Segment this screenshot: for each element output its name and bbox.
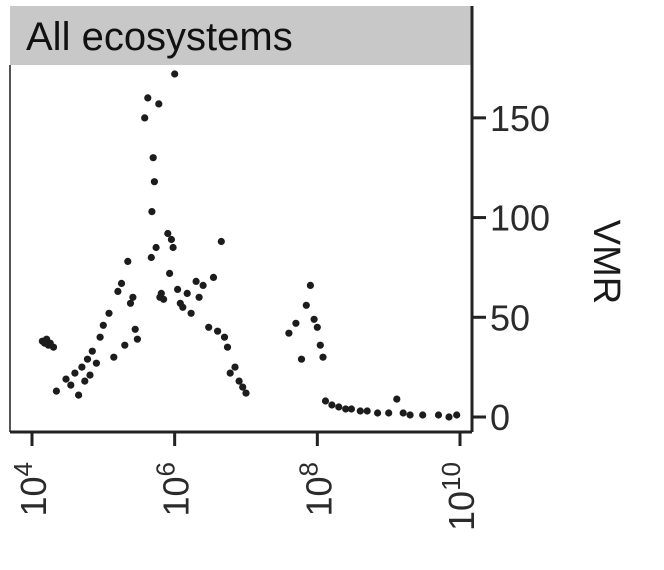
x-tick-label: 108 [293, 462, 339, 517]
data-point [150, 178, 158, 186]
y-axis-title: VMR [585, 220, 627, 304]
data-point [321, 397, 330, 405]
data-point [374, 409, 382, 417]
data-point [297, 355, 306, 363]
data-point [81, 377, 89, 385]
data-point [419, 411, 427, 419]
data-point [239, 383, 247, 391]
data-point [83, 355, 92, 363]
data-point [171, 70, 179, 78]
data-point [445, 413, 453, 421]
data-point [302, 301, 310, 309]
data-point [347, 405, 355, 413]
data-point [157, 289, 165, 297]
data-point [124, 257, 132, 265]
data-point [179, 303, 187, 311]
data-point [126, 299, 135, 307]
data-point [313, 323, 321, 331]
data-point [356, 407, 364, 415]
data-point [434, 411, 443, 419]
data-point [129, 293, 137, 301]
data-point [393, 395, 401, 403]
data-point [164, 229, 172, 238]
y-tick-label: 0 [490, 397, 510, 438]
data-point [335, 403, 343, 411]
data-point [231, 363, 239, 371]
data-point [152, 243, 160, 252]
data-points [38, 70, 461, 421]
data-point [399, 409, 407, 417]
data-point [86, 371, 94, 379]
data-point [147, 253, 155, 262]
x-tick-label: 104 [8, 462, 54, 517]
data-point [385, 409, 393, 417]
data-point [144, 94, 152, 102]
data-point [110, 353, 118, 361]
data-point [92, 359, 100, 367]
y-axis-ticks: 0 50 100 150 [472, 98, 550, 438]
chart-title: All ecosystems [26, 15, 293, 59]
data-point [117, 279, 126, 287]
data-point [319, 353, 327, 361]
data-point [285, 329, 293, 337]
y-tick-label: 100 [490, 198, 550, 239]
data-point [406, 411, 414, 419]
data-point [328, 401, 336, 409]
data-point [316, 341, 324, 349]
data-point [75, 391, 83, 399]
data-point [199, 281, 207, 289]
data-point [205, 323, 213, 331]
data-point [306, 281, 314, 289]
data-point [49, 343, 58, 351]
data-point [363, 407, 371, 415]
data-point [114, 287, 122, 295]
data-point [214, 327, 222, 335]
x-tick-label: 1010 [436, 462, 482, 531]
data-point [195, 293, 203, 301]
data-point [52, 387, 61, 395]
data-point [71, 369, 79, 377]
data-point [226, 369, 234, 377]
data-point [217, 237, 225, 246]
x-axis-ticks: 104 106 108 1010 [8, 432, 482, 531]
data-point [160, 295, 168, 303]
data-point [166, 269, 174, 277]
data-point [67, 381, 75, 389]
data-point [209, 273, 218, 281]
title-band [10, 6, 472, 65]
data-point [167, 235, 175, 244]
data-point [121, 341, 129, 349]
data-point [133, 335, 141, 343]
data-point [155, 100, 163, 108]
x-tick-label: 106 [151, 462, 197, 517]
data-point [148, 208, 156, 216]
data-point [187, 309, 195, 317]
data-point [235, 377, 243, 385]
data-point [342, 405, 350, 413]
data-point [292, 319, 300, 327]
data-point [99, 321, 107, 329]
data-point [174, 285, 182, 293]
data-point [105, 309, 113, 317]
data-point [131, 325, 139, 333]
data-point [183, 289, 191, 297]
data-point [453, 411, 461, 419]
data-point [141, 114, 149, 122]
data-point [78, 363, 86, 371]
data-point [192, 277, 200, 285]
data-point [149, 154, 157, 162]
data-point [96, 333, 104, 341]
data-point [62, 375, 70, 383]
data-point [88, 347, 96, 355]
y-tick-label: 150 [490, 98, 550, 139]
data-point [220, 333, 229, 341]
y-tick-label: 50 [490, 297, 530, 338]
data-point [242, 389, 250, 397]
data-point [169, 243, 177, 252]
data-point [223, 343, 232, 351]
data-point [310, 315, 318, 323]
